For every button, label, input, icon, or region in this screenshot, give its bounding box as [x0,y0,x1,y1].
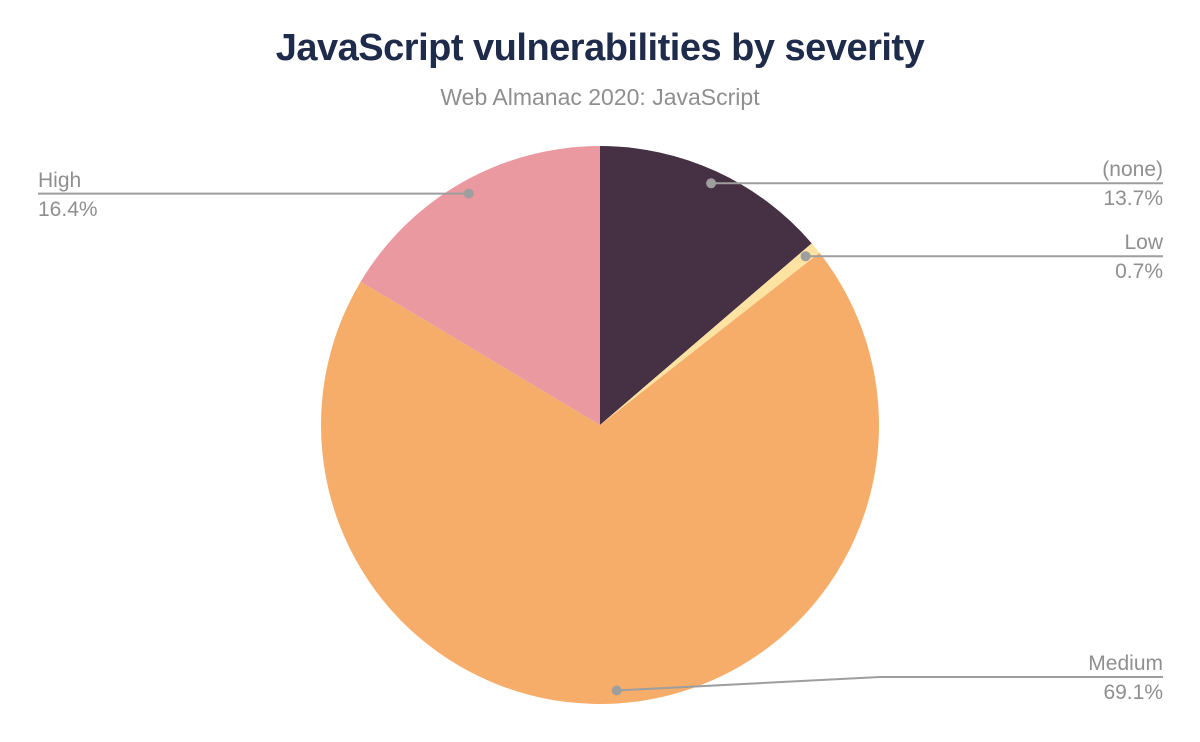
callout-none-label: (none) [1102,158,1163,182]
pie-slice-low[interactable] [600,243,820,425]
callout-high: High 16.4% [38,168,98,223]
pie-slice-medium[interactable] [320,252,879,705]
callout-low-value: 0.7% [1115,260,1163,284]
callout-high-value: 16.4% [38,197,98,221]
leader-dot [800,251,811,262]
pie-slice-high[interactable] [360,146,600,425]
callout-low-label: Low [1124,231,1163,255]
callout-medium: Medium 69.1% [1088,651,1163,706]
callout-low: Low 0.7% [1115,230,1163,285]
callout-medium-label: Medium [1088,652,1163,675]
chart-title: JavaScript vulnerabilities by severity [275,27,925,69]
callout-high-label: High [38,168,82,192]
chart-subtitle: Web Almanac 2020: JavaScript [440,84,760,110]
callout-none: (none) 13.7% [1102,157,1163,212]
leader-line [616,676,1163,692]
leader-dot [611,685,622,696]
pie-slice-none[interactable] [600,146,812,425]
callout-medium-value: 69.1% [1103,681,1163,704]
callout-none-value: 13.7% [1103,187,1163,211]
leader-dot [706,178,717,189]
leader-dot [463,188,474,199]
